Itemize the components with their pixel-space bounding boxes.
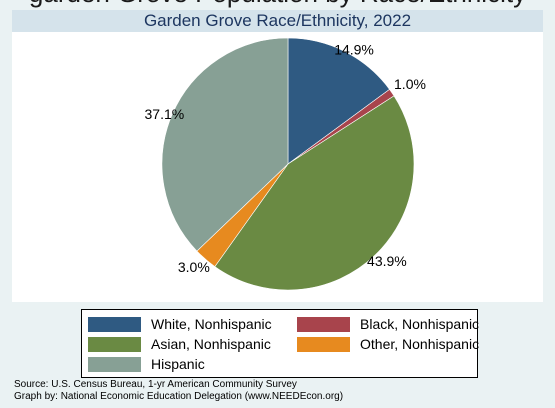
credit-line: Graph by: National Economic Education De… bbox=[14, 391, 344, 402]
chart-title: Garden Grove Race/Ethnicity, 2022 bbox=[143, 11, 412, 30]
pie-slice-hispanic bbox=[161, 37, 289, 252]
pie-label-white: 14.9% bbox=[334, 41, 374, 57]
pie-slice-white bbox=[287, 37, 390, 165]
chart-title-bar: Garden Grove Race/Ethnicity, 2022 bbox=[12, 10, 543, 32]
plot-area: 14.9% 1.0% 43.9% 3.0% 37.1% bbox=[12, 32, 543, 302]
legend-swatch-black bbox=[297, 316, 350, 332]
legend-item-asian: Asian, Nonhispanic bbox=[88, 335, 271, 353]
legend-item-other: Other, Nonhispanic bbox=[297, 335, 479, 353]
legend-item-black: Black, Nonhispanic bbox=[297, 315, 479, 333]
pie-label-asian: 43.9% bbox=[367, 253, 407, 269]
legend-label-black: Black, Nonhispanic bbox=[360, 316, 480, 332]
legend-swatch-asian bbox=[88, 336, 141, 352]
source-line: Source: U.S. Census Bureau, 1-yr America… bbox=[14, 379, 297, 390]
legend-item-hispanic: Hispanic bbox=[88, 355, 205, 373]
legend: White, Nonhispanic Black, Nonhispanic As… bbox=[81, 309, 479, 378]
source-note: Source: U.S. Census Bureau, 1-yr America… bbox=[14, 379, 343, 403]
legend-label-asian: Asian, Nonhispanic bbox=[151, 336, 271, 352]
legend-label-white: White, Nonhispanic bbox=[151, 316, 272, 332]
legend-swatch-hispanic bbox=[88, 356, 141, 372]
pie-label-other: 3.0% bbox=[178, 259, 210, 275]
legend-label-other: Other, Nonhispanic bbox=[360, 336, 480, 352]
pie-chart: 14.9% 1.0% 43.9% 3.0% 37.1% bbox=[145, 37, 426, 291]
pie-slice-asian bbox=[214, 95, 415, 291]
legend-swatch-white bbox=[88, 316, 141, 332]
top-banner-title: garden Grove Population by Race/Ethnicit… bbox=[0, 0, 555, 10]
legend-swatch-other bbox=[297, 336, 350, 352]
pie-label-hispanic: 37.1% bbox=[145, 106, 185, 122]
legend-label-hispanic: Hispanic bbox=[151, 356, 205, 372]
pie-label-black: 1.0% bbox=[394, 76, 426, 92]
legend-item-white: White, Nonhispanic bbox=[88, 315, 272, 333]
